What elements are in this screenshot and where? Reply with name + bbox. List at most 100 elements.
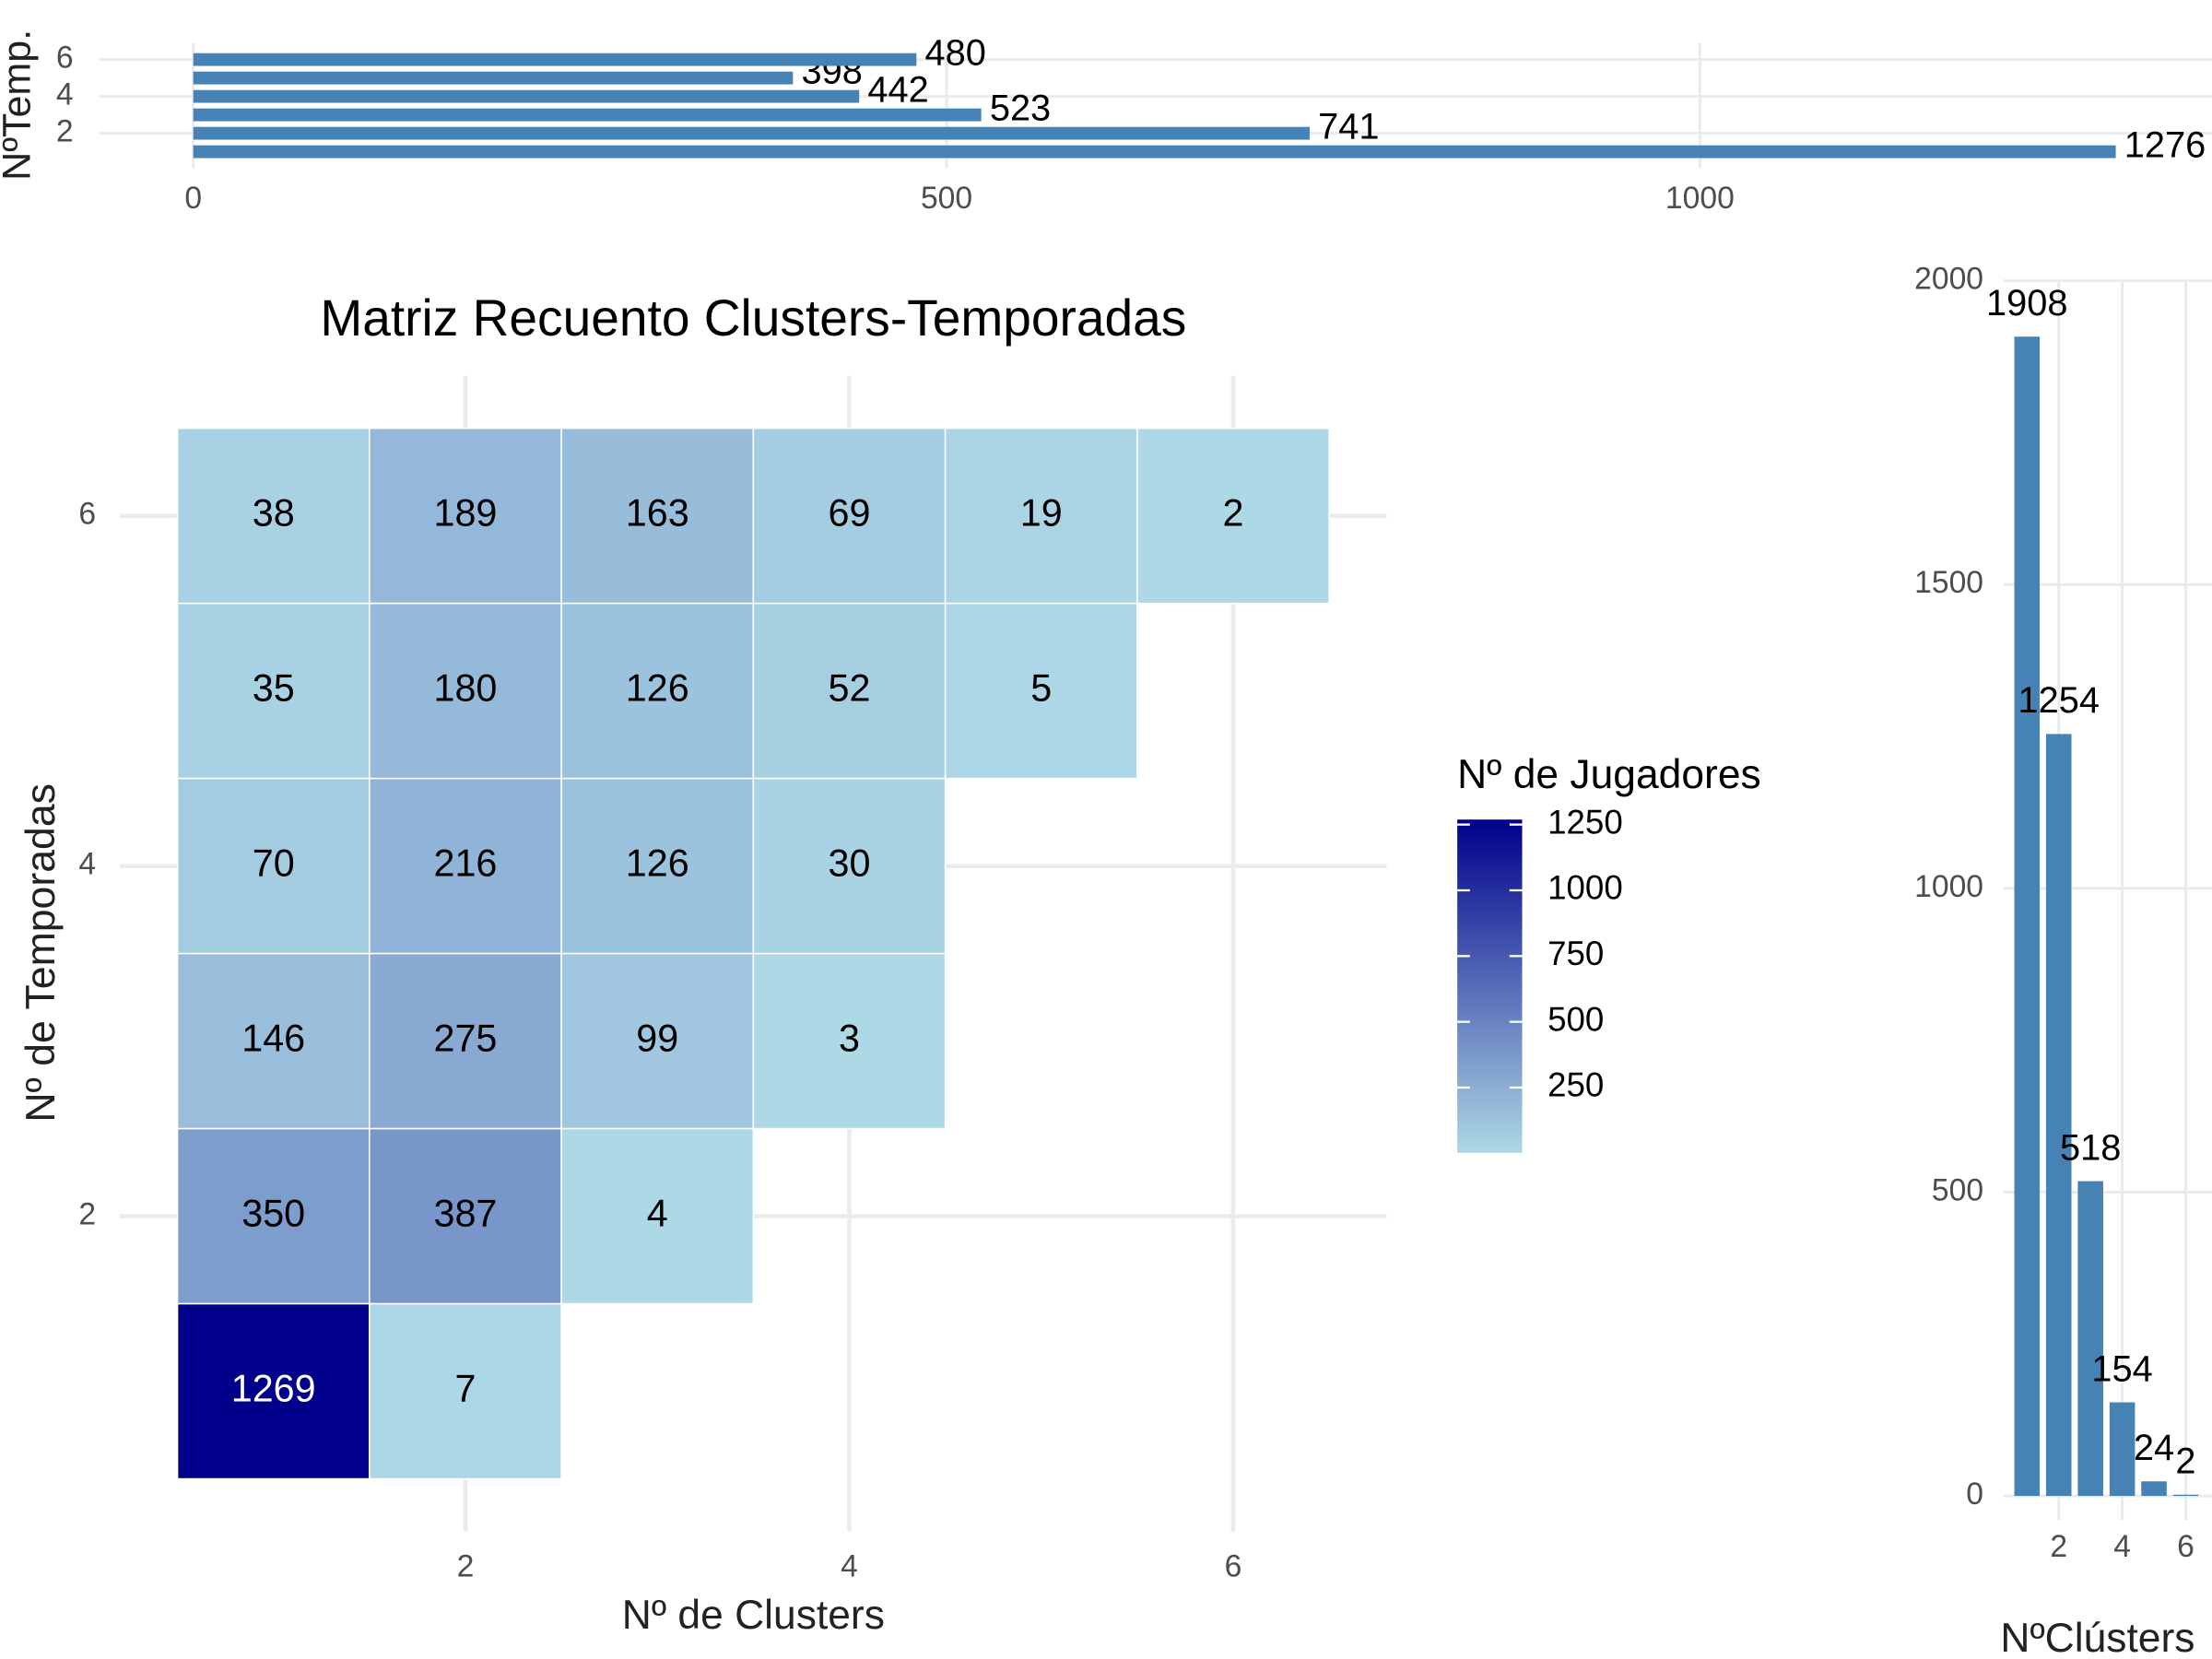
legend-title: Nº de Jugadores bbox=[1457, 752, 1761, 797]
cell-label: 126 bbox=[626, 666, 689, 710]
heatmap-cell bbox=[176, 1302, 371, 1480]
x-tick-label: 6 bbox=[2177, 1529, 2194, 1564]
bar bbox=[193, 89, 860, 103]
bar bbox=[2014, 336, 2041, 1497]
chart-title: Matriz Recuento Clusters-Temporadas bbox=[320, 289, 1186, 347]
legend-label: 1250 bbox=[1547, 803, 1623, 841]
cell-label: 7 bbox=[454, 1366, 476, 1409]
value-label: 2 bbox=[2175, 1441, 2195, 1481]
cell-label: 52 bbox=[828, 666, 870, 710]
heatmap-cell bbox=[176, 777, 371, 955]
colorbar bbox=[1457, 819, 1523, 1153]
value-label: 523 bbox=[990, 88, 1051, 128]
value-label: 480 bbox=[925, 32, 986, 73]
heatmap-cell bbox=[560, 777, 755, 955]
x-axis-title: NºClústers bbox=[2000, 1616, 2194, 1659]
cell-label: 350 bbox=[241, 1191, 305, 1234]
x-tick-label: 2 bbox=[2050, 1529, 2067, 1564]
heatmap-cell bbox=[1136, 427, 1330, 605]
value-label: 24 bbox=[2134, 1428, 2174, 1468]
heatmap-cell bbox=[752, 952, 947, 1130]
heatmap-cell bbox=[944, 427, 1138, 605]
legend-label: 750 bbox=[1547, 935, 1604, 972]
x-tick-label: 4 bbox=[2113, 1529, 2131, 1564]
x-tick-label: 2 bbox=[457, 1548, 475, 1583]
cell-label: 1269 bbox=[231, 1366, 316, 1409]
bar bbox=[2045, 734, 2072, 1497]
y-tick-label: 6 bbox=[56, 40, 74, 75]
heatmap-cell bbox=[176, 952, 371, 1130]
y-tick-label: 2 bbox=[56, 113, 74, 148]
value-label: 442 bbox=[867, 69, 928, 110]
x-tick-label: 500 bbox=[921, 181, 972, 216]
y-tick-label: 2000 bbox=[1914, 261, 1983, 296]
cell-label: 275 bbox=[433, 1016, 497, 1059]
heatmap-cell bbox=[369, 602, 562, 780]
value-label: 741 bbox=[1318, 106, 1379, 147]
cell-label: 387 bbox=[433, 1191, 497, 1234]
heatmap-cell bbox=[176, 427, 371, 605]
value-label: 518 bbox=[2060, 1127, 2121, 1168]
bar bbox=[193, 126, 1311, 140]
bar bbox=[2109, 1402, 2136, 1497]
cell-label: 5 bbox=[1030, 666, 1052, 710]
y-tick-label: 1000 bbox=[1914, 869, 1983, 904]
bar bbox=[2077, 1181, 2103, 1497]
heatmap-chart: Matriz Recuento Clusters-Temporadas 2 4 6 2 4… bbox=[18, 289, 1760, 1638]
heatmap-cell bbox=[560, 952, 755, 1130]
x-axis-title: Nº de Clusters bbox=[622, 1593, 885, 1638]
x-tick-label: 4 bbox=[841, 1548, 858, 1583]
legend-label: 250 bbox=[1547, 1066, 1604, 1104]
cell-label: 3 bbox=[839, 1016, 860, 1059]
y-tick-label: 4 bbox=[56, 76, 74, 112]
y-tick-label: 0 bbox=[1966, 1477, 1983, 1512]
bar bbox=[193, 108, 982, 122]
y-tick-label: 2 bbox=[78, 1196, 96, 1231]
cell-label: 163 bbox=[626, 491, 689, 535]
bar bbox=[2141, 1481, 2167, 1497]
cell-label: 4 bbox=[647, 1191, 668, 1234]
value-label: 1276 bbox=[2124, 124, 2206, 165]
heatmap-cell bbox=[752, 777, 947, 955]
heatmap-cell bbox=[560, 427, 755, 605]
x-tick-label: 6 bbox=[1225, 1548, 1242, 1583]
legend-label: 500 bbox=[1547, 1000, 1604, 1038]
cell-label: 146 bbox=[241, 1016, 305, 1059]
cell-label: 180 bbox=[433, 666, 497, 710]
heatmap-cell bbox=[369, 777, 562, 955]
y-tick-label: 500 bbox=[1932, 1172, 1983, 1207]
heatmap-cell bbox=[176, 1127, 371, 1305]
cell-label: 38 bbox=[253, 491, 295, 535]
cell-label: 30 bbox=[828, 841, 870, 884]
heatmap-cell bbox=[752, 602, 947, 780]
value-label: 1254 bbox=[2018, 680, 2099, 721]
bar bbox=[2172, 1494, 2199, 1497]
cell-label: 126 bbox=[626, 841, 689, 884]
bar bbox=[193, 145, 2116, 159]
bar bbox=[193, 53, 917, 66]
y-axis-title: Nº de Temporadas bbox=[18, 783, 64, 1123]
heatmap-cell bbox=[944, 602, 1138, 780]
value-label: 154 bbox=[2091, 1348, 2152, 1389]
cell-label: 2 bbox=[1222, 491, 1243, 535]
bar bbox=[193, 71, 794, 85]
heatmap-cell bbox=[369, 1302, 562, 1480]
heatmap-cell bbox=[369, 427, 562, 605]
cell-label: 189 bbox=[433, 491, 497, 535]
heatmap-cell bbox=[176, 602, 371, 780]
y-tick-label: 1500 bbox=[1914, 565, 1983, 600]
y-axis-title: NºTemp. bbox=[0, 29, 40, 181]
heatmap-cell bbox=[560, 1127, 755, 1305]
y-tick-label: 4 bbox=[78, 846, 96, 881]
x-tick-label: 1000 bbox=[1665, 181, 1735, 216]
value-label: 1908 bbox=[1986, 283, 2067, 324]
cell-label: 70 bbox=[253, 841, 295, 884]
cell-label: 69 bbox=[828, 491, 870, 535]
y-tick-label: 6 bbox=[78, 497, 96, 532]
cell-label: 19 bbox=[1020, 491, 1063, 535]
cell-label: 35 bbox=[253, 666, 295, 710]
